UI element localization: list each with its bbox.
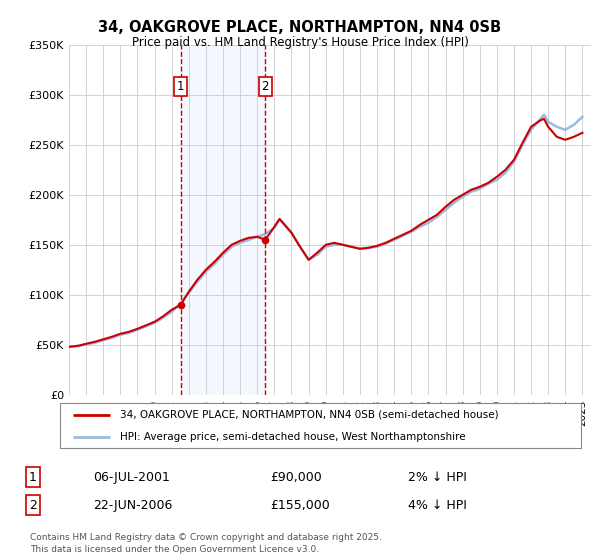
Text: Contains HM Land Registry data © Crown copyright and database right 2025.
This d: Contains HM Land Registry data © Crown c… [30,533,382,554]
Text: £90,000: £90,000 [270,470,322,484]
Text: 34, OAKGROVE PLACE, NORTHAMPTON, NN4 0SB (semi-detached house): 34, OAKGROVE PLACE, NORTHAMPTON, NN4 0SB… [121,409,499,419]
Text: HPI: Average price, semi-detached house, West Northamptonshire: HPI: Average price, semi-detached house,… [121,432,466,442]
Text: 2: 2 [262,80,269,94]
Text: Price paid vs. HM Land Registry's House Price Index (HPI): Price paid vs. HM Land Registry's House … [131,36,469,49]
Bar [181,45,265,395]
Text: 1: 1 [177,80,184,94]
Text: 22-JUN-2006: 22-JUN-2006 [93,498,172,512]
Text: 2: 2 [29,498,37,512]
FancyBboxPatch shape [59,403,581,448]
Text: 1: 1 [29,470,37,484]
Text: £155,000: £155,000 [270,498,330,512]
Text: 34, OAKGROVE PLACE, NORTHAMPTON, NN4 0SB: 34, OAKGROVE PLACE, NORTHAMPTON, NN4 0SB [98,20,502,35]
Text: 2% ↓ HPI: 2% ↓ HPI [408,470,467,484]
Text: 06-JUL-2001: 06-JUL-2001 [93,470,170,484]
Text: 4% ↓ HPI: 4% ↓ HPI [408,498,467,512]
